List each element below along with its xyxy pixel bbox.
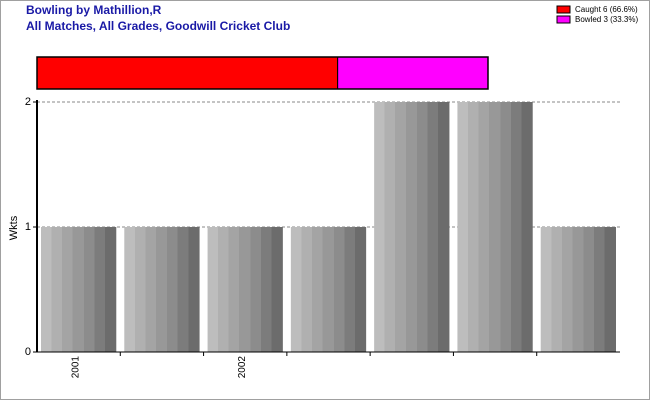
bar bbox=[374, 102, 450, 352]
proportion-border bbox=[36, 56, 489, 90]
legend-swatch bbox=[556, 5, 571, 14]
chart-subtitle: All Matches, All Grades, Goodwill Cricke… bbox=[26, 19, 290, 33]
bar bbox=[41, 227, 117, 352]
bar bbox=[290, 227, 367, 352]
y-axis-label: Wkts bbox=[8, 215, 20, 240]
proportion-segment bbox=[337, 56, 489, 90]
legend-label: Bowled 3 (33.3%) bbox=[575, 15, 638, 24]
y-tick-label: 0 bbox=[25, 346, 31, 358]
y-tick-label: 2 bbox=[25, 96, 31, 108]
bar bbox=[457, 102, 533, 352]
x-tick-label: 2001 bbox=[70, 356, 81, 379]
legend-label: Caught 6 (66.6%) bbox=[575, 5, 638, 14]
legend-swatch bbox=[556, 15, 571, 24]
proportion-segment bbox=[36, 56, 339, 90]
chart-title: Bowling by Mathillion,R bbox=[26, 3, 162, 17]
bar bbox=[124, 227, 200, 352]
y-tick-label: 1 bbox=[25, 221, 31, 233]
x-tick-label: 2002 bbox=[237, 356, 248, 379]
bar bbox=[540, 227, 616, 352]
bar bbox=[207, 227, 283, 352]
